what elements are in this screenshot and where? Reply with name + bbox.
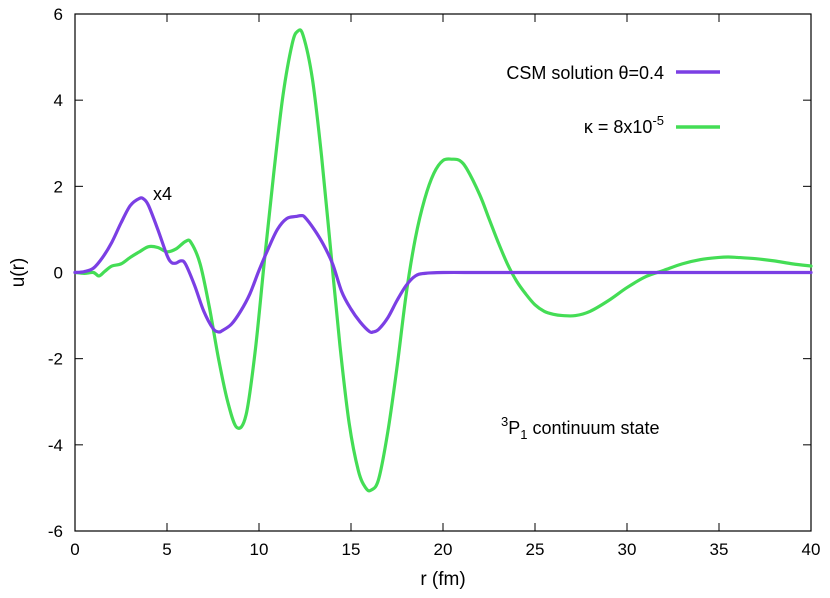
series-csm-line	[73, 196, 813, 335]
y-axis-title: u(r)	[8, 258, 29, 288]
y-tick-label: -4	[48, 436, 63, 455]
state-annotation: 3P1 continuum state	[501, 414, 660, 442]
legend: CSM solution θ=0.4 κ = 8x10-5	[506, 63, 720, 137]
state-main: P	[508, 418, 520, 438]
y-tick-label: 6	[54, 5, 63, 24]
y-tick-label: -6	[48, 522, 63, 541]
y-tick-label: 4	[54, 91, 63, 110]
legend-label-kappa: κ = 8x10-5	[584, 113, 664, 137]
x-tick-label: 25	[526, 540, 545, 559]
state-sub: 1	[520, 427, 527, 442]
y-tick-label: 0	[54, 264, 63, 283]
x-tick-label: 35	[710, 540, 729, 559]
series-layer	[73, 28, 813, 493]
ticks-layer: 0 5 10 15 20 25 30 35 40 -6 -4 -2 0 2 4 6	[48, 5, 821, 559]
legend-kappa-prefix: κ = 8x10	[584, 117, 653, 137]
x-axis-title: r (fm)	[420, 569, 465, 590]
legend-kappa-exponent: -5	[652, 113, 664, 128]
series-kappa-line	[73, 28, 813, 493]
legend-label-csm: CSM solution θ=0.4	[506, 63, 664, 83]
x-tick-label: 5	[162, 540, 171, 559]
scale-annotation: x4	[153, 184, 172, 204]
x-tick-label: 30	[618, 540, 637, 559]
x-tick-label: 15	[342, 540, 361, 559]
y-tick-label: -2	[48, 350, 63, 369]
state-rest: continuum state	[527, 418, 659, 438]
y-tick-label: 2	[54, 177, 63, 196]
state-sup: 3	[501, 414, 508, 429]
x-tick-label: 40	[802, 540, 821, 559]
x-tick-label: 20	[434, 540, 453, 559]
x-tick-label: 0	[70, 540, 79, 559]
x-tick-label: 10	[250, 540, 269, 559]
